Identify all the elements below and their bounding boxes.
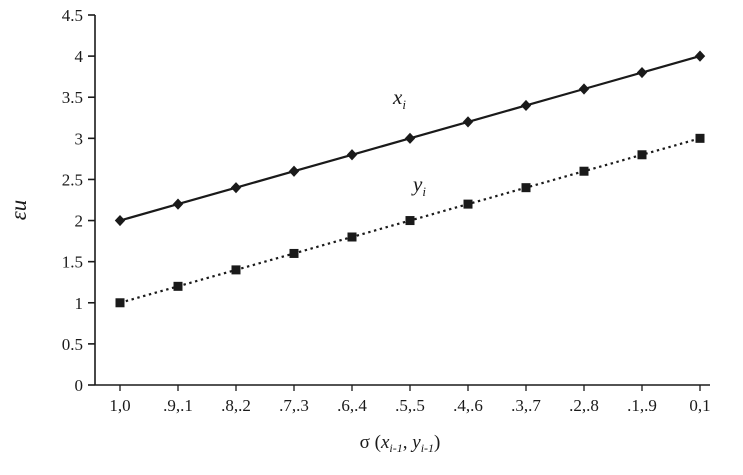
x-axis-title-xsub: i-1 [389, 441, 402, 455]
x-tick-label: 1,0 [109, 396, 130, 415]
square-marker [637, 150, 647, 160]
series-label-yi: yi [411, 172, 426, 199]
x-tick-label: .6,.4 [337, 396, 367, 415]
diamond-marker [346, 149, 358, 161]
axes-group: 0 0.5 1 1.5 2 2.5 3 3.5 4 4.5 1,0 .9,.1 .8,.2 .7,.3 .6… [62, 6, 711, 415]
diamond-marker [404, 132, 416, 144]
x-axis-title-yvar: y [410, 432, 421, 453]
series-group [114, 50, 706, 308]
square-marker [463, 199, 473, 209]
series-label-xi-sub: i [402, 97, 406, 112]
x-tick-label: 0,1 [689, 396, 710, 415]
x-tick-label: .2,.8 [569, 396, 599, 415]
square-marker [173, 281, 183, 291]
y-tick-label: 1 [75, 294, 84, 313]
x-tick-label: .1,.9 [627, 396, 657, 415]
square-marker [231, 265, 241, 275]
x-axis-title-ysub: i-1 [421, 441, 434, 455]
y-tick-label: 4 [75, 47, 84, 66]
square-marker [579, 166, 589, 176]
x-axis-title-prefix: σ ( [360, 432, 381, 453]
square-marker [347, 232, 357, 242]
series-label-yi-sub: i [422, 184, 426, 199]
x-tick-label: .9,.1 [163, 396, 193, 415]
x-tick-label: .5,.5 [395, 396, 425, 415]
diamond-marker [172, 198, 184, 210]
diamond-marker [520, 99, 532, 112]
y-tick-label: 4.5 [62, 6, 83, 25]
diamond-marker [230, 182, 242, 194]
y-tick-label: 0 [75, 376, 84, 395]
y-tick-label: 2.5 [62, 170, 83, 189]
x-axis-title-separator: , [403, 432, 413, 453]
diamond-marker [288, 165, 300, 177]
diamond-marker [462, 116, 474, 128]
y-axis-title: εu [6, 200, 31, 221]
x-tick-label: .4,.6 [453, 396, 483, 415]
x-tick-label: .3,.7 [511, 396, 541, 415]
y-tick-label: 1.5 [62, 253, 83, 272]
diamond-marker [636, 66, 648, 79]
y-tick-label: 3.5 [62, 88, 83, 107]
square-marker [521, 183, 531, 193]
square-marker [289, 248, 299, 258]
x-tick-label: .7,.3 [279, 396, 309, 415]
x-tick-label: .8,.2 [221, 396, 251, 415]
square-marker [405, 216, 415, 226]
series-label-yi-var: y [411, 172, 423, 196]
x-axis-title-suffix: ) [434, 432, 440, 453]
diamond-marker [578, 83, 590, 95]
diamond-marker [114, 214, 126, 227]
square-marker [695, 133, 705, 143]
y-tick-label: 2 [75, 212, 84, 231]
diamond-marker [694, 50, 706, 62]
y-tick-label: 0.5 [62, 335, 83, 354]
square-marker [115, 298, 125, 308]
series-label-xi: xi [392, 85, 406, 112]
series-label-xi-var: x [392, 85, 403, 109]
x-axis-title-xvar: x [380, 432, 390, 453]
x-axis-title: σ (xi-1, yi-1) [360, 432, 441, 455]
y-tick-label: 3 [75, 129, 84, 148]
